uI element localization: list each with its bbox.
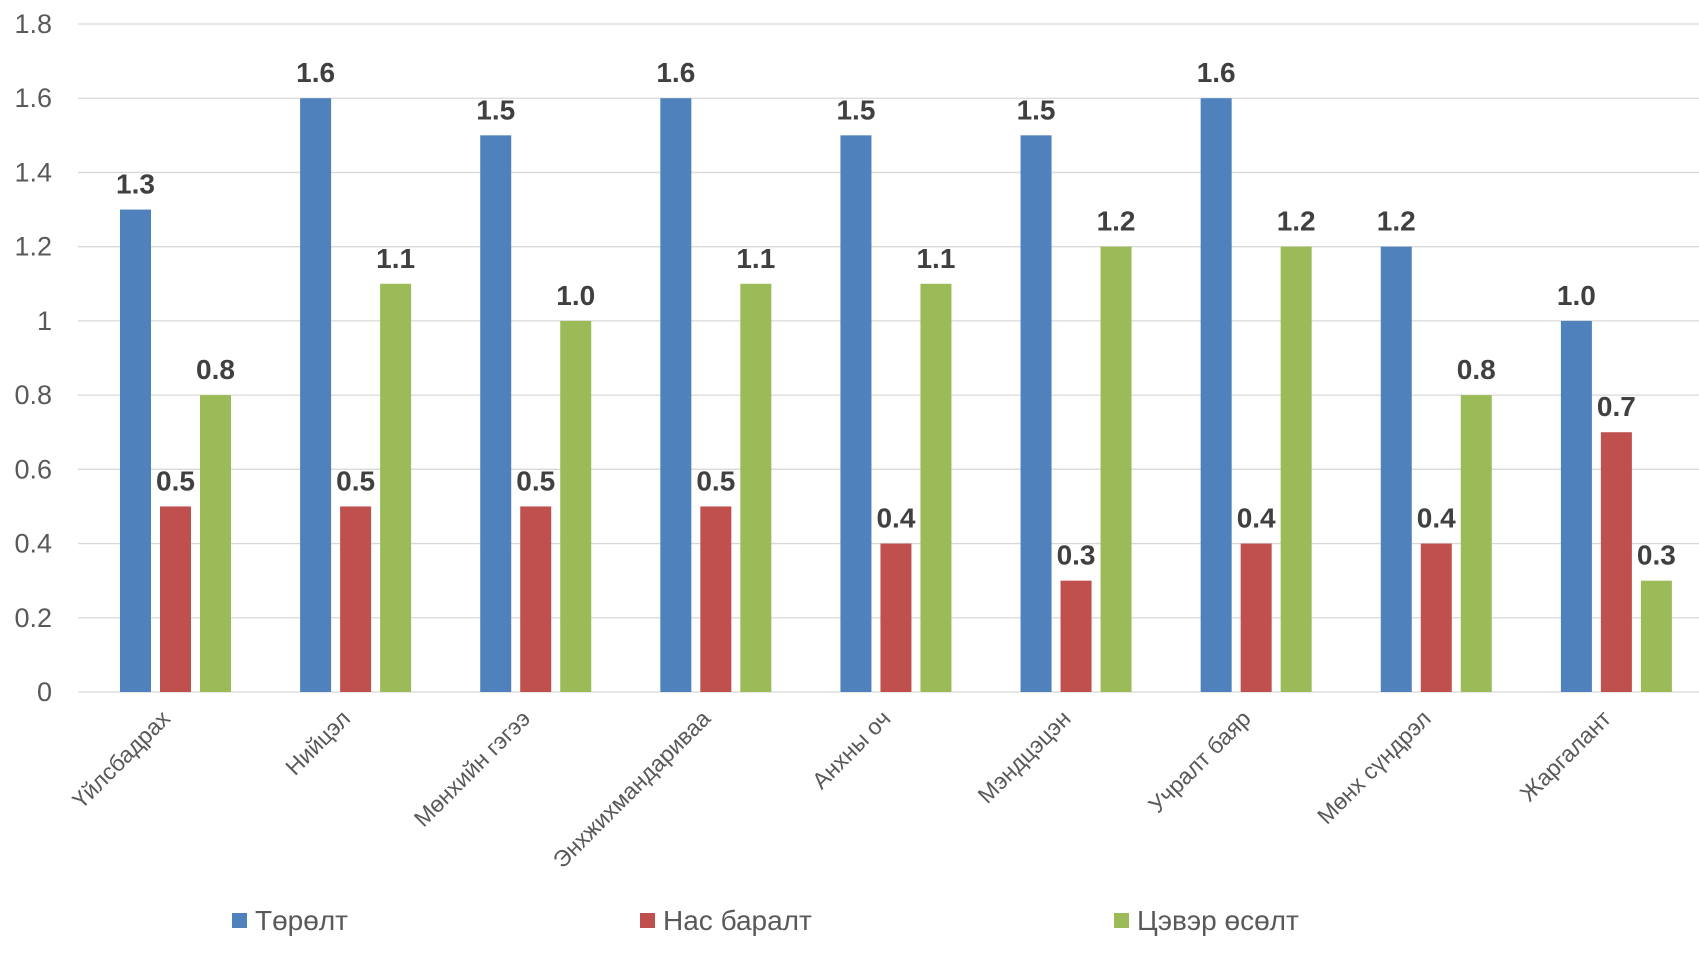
y-tick-label: 0 (37, 677, 52, 707)
legend-swatch (640, 913, 655, 928)
bar (560, 320, 592, 692)
category-label: Анхны оч (807, 705, 896, 794)
data-label: 1.5 (1017, 94, 1056, 125)
y-tick-label: 1 (37, 306, 52, 336)
bar (340, 506, 372, 692)
bar (700, 506, 732, 692)
y-tick-label: 0.6 (14, 454, 52, 484)
bar (1020, 135, 1052, 693)
bar (840, 135, 872, 693)
bar (1280, 246, 1312, 692)
bar (1380, 246, 1412, 692)
y-tick-label: 1.8 (14, 9, 52, 39)
category-label: Энхжихмандариваа (548, 705, 716, 873)
bar (1420, 543, 1452, 692)
bar (520, 506, 552, 692)
y-tick-label: 0.8 (14, 380, 52, 410)
category-label: Үйлсбадрах (67, 705, 175, 813)
bar (1560, 320, 1592, 692)
bar (880, 543, 912, 692)
data-label: 0.8 (1457, 354, 1496, 385)
category-label: Учралт баяр (1143, 705, 1256, 818)
data-label: 0.4 (1417, 503, 1456, 534)
legend-label: Цэвэр өсөлт (1137, 905, 1299, 936)
data-label: 0.3 (1637, 540, 1676, 571)
legend-label: Төрөлт (255, 905, 348, 936)
y-tick-label: 1.4 (14, 157, 52, 187)
data-labels: 1.3 0.5 0.8 1.6 0.5 1.1 1.5 0.5 1.0 1.6 0.5 1.1 1.5 0… (116, 57, 1676, 570)
bar (1200, 98, 1232, 692)
category-label: Жаргалант (1515, 705, 1617, 807)
data-label: 1.5 (836, 94, 875, 125)
bar (1060, 580, 1092, 692)
bar (1600, 432, 1632, 692)
data-label: 0.5 (516, 465, 555, 496)
data-label: 1.3 (116, 169, 155, 200)
bar (740, 283, 772, 692)
category-label: Нийцэл (280, 705, 355, 780)
category-label: Мөнхийн гэгээ (409, 705, 536, 832)
data-label: 0.5 (336, 465, 375, 496)
bar (920, 283, 952, 692)
legend-swatch (232, 913, 247, 928)
legend-swatch (1114, 913, 1129, 928)
data-label: 0.5 (156, 465, 195, 496)
bar (1460, 395, 1492, 692)
data-label: 0.8 (196, 354, 235, 385)
y-tick-label: 0.4 (14, 529, 52, 559)
y-tick-label: 1.6 (14, 83, 52, 113)
bar (480, 135, 512, 693)
bar (1640, 580, 1672, 692)
y-tick-label: 0.2 (14, 603, 52, 633)
bar (200, 395, 231, 692)
data-label: 1.6 (656, 57, 695, 88)
data-label: 0.4 (876, 503, 915, 534)
bar (660, 98, 692, 692)
bar (1100, 246, 1132, 692)
data-label: 0.4 (1237, 503, 1276, 534)
data-label: 1.1 (736, 243, 775, 274)
category-label: Мэндцэцэн (972, 705, 1075, 808)
data-label: 0.3 (1057, 540, 1096, 571)
legend-label: Нас баралт (663, 905, 812, 936)
data-label: 1.6 (296, 57, 335, 88)
data-label: 1.6 (1197, 57, 1236, 88)
data-label: 1.2 (1097, 206, 1136, 237)
bar (1240, 543, 1272, 692)
bar (160, 506, 191, 692)
bars (120, 98, 1672, 693)
data-label: 0.5 (696, 465, 735, 496)
data-label: 1.0 (556, 280, 595, 311)
y-axis-tick-labels: 0 0.2 0.4 0.6 0.8 1 1.2 1.4 1.6 1.8 (14, 9, 52, 707)
legend: Төрөлт Нас баралт Цэвэр өсөлт (232, 905, 1299, 936)
data-label: 1.5 (476, 94, 515, 125)
data-label: 1.1 (376, 243, 415, 274)
data-label: 1.2 (1377, 206, 1416, 237)
data-label: 1.2 (1277, 206, 1316, 237)
y-tick-label: 1.2 (14, 232, 52, 262)
bar (300, 98, 332, 692)
x-axis-category-labels: Үйлсбадрах Нийцэл Мөнхийн гэгээ Энхжихманда… (67, 705, 1616, 873)
bar (380, 283, 412, 692)
bar (120, 209, 151, 693)
data-label: 0.7 (1597, 391, 1636, 422)
category-label: Мөнх сүндрэл (1312, 705, 1436, 829)
data-label: 1.1 (916, 243, 955, 274)
data-label: 1.0 (1557, 280, 1596, 311)
